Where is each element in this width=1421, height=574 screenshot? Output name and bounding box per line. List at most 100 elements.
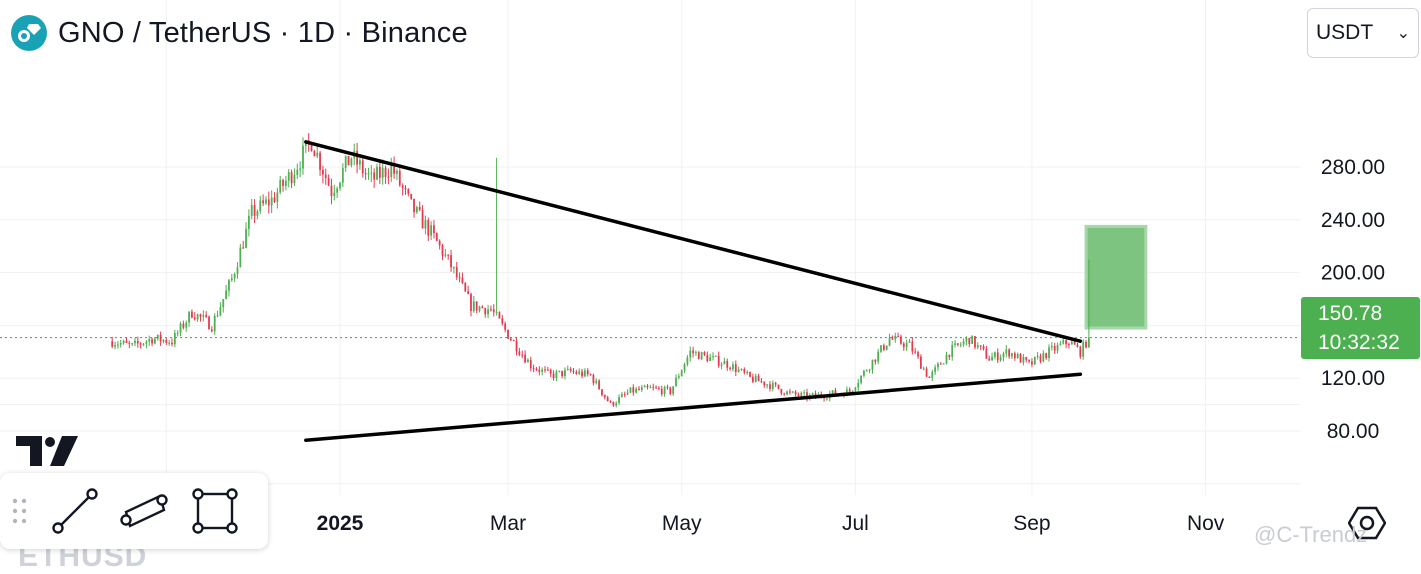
candle bbox=[210, 326, 213, 333]
candle-body bbox=[452, 267, 455, 269]
candle-body bbox=[692, 350, 694, 354]
candle bbox=[313, 150, 316, 157]
time-tick-label: Sep bbox=[1013, 512, 1050, 535]
candle-body bbox=[538, 369, 541, 372]
candle bbox=[552, 370, 555, 381]
candle-body bbox=[270, 197, 273, 206]
candle-body bbox=[880, 345, 882, 352]
candle-body bbox=[518, 351, 521, 355]
candle bbox=[569, 366, 572, 373]
candle bbox=[885, 345, 888, 351]
candle bbox=[396, 168, 398, 180]
candle bbox=[148, 335, 151, 346]
candle-body bbox=[891, 338, 894, 340]
candle-body bbox=[176, 332, 179, 334]
candle bbox=[905, 339, 908, 351]
candle-body bbox=[210, 329, 213, 332]
candle bbox=[424, 215, 427, 235]
candle bbox=[680, 369, 683, 377]
candle-body bbox=[424, 220, 427, 229]
candle-body bbox=[680, 370, 683, 377]
candle bbox=[1076, 342, 1079, 348]
candle-body bbox=[786, 391, 788, 395]
trendlines[interactable] bbox=[304, 140, 1083, 442]
candle-body bbox=[826, 398, 828, 400]
candle-body bbox=[672, 386, 675, 394]
candle bbox=[894, 332, 897, 343]
candle bbox=[766, 383, 769, 389]
candles bbox=[111, 133, 1090, 408]
candle bbox=[322, 165, 324, 184]
price-tick-label: 120.00 bbox=[1321, 367, 1385, 390]
candle-body bbox=[116, 344, 119, 346]
candle-body bbox=[857, 382, 860, 388]
candle bbox=[780, 388, 783, 396]
candle-body bbox=[521, 354, 524, 356]
candle bbox=[461, 272, 464, 285]
candle bbox=[336, 186, 339, 198]
candle-body bbox=[1062, 340, 1065, 344]
candle-body bbox=[247, 215, 250, 229]
candle-body bbox=[549, 369, 552, 374]
candle bbox=[666, 384, 669, 390]
candle-body bbox=[302, 145, 304, 169]
candle-body bbox=[481, 306, 484, 309]
candle-body bbox=[991, 356, 993, 361]
candle bbox=[697, 350, 700, 360]
candle-body bbox=[740, 368, 743, 370]
candle-body bbox=[723, 361, 726, 365]
candle bbox=[606, 395, 609, 402]
candle bbox=[470, 292, 472, 317]
candle bbox=[507, 329, 509, 340]
candle bbox=[535, 367, 538, 371]
candle bbox=[267, 191, 270, 214]
candle-body bbox=[139, 343, 142, 345]
candle-body bbox=[162, 339, 165, 342]
candle-body bbox=[871, 359, 874, 370]
settings-hexagon-icon[interactable] bbox=[1348, 506, 1386, 540]
candle-body bbox=[134, 340, 136, 344]
candle bbox=[1013, 351, 1016, 361]
grip-icon[interactable] bbox=[0, 481, 40, 541]
trendline-resistance bbox=[304, 140, 1083, 343]
candle bbox=[171, 338, 173, 347]
candle bbox=[601, 389, 603, 397]
candle-body bbox=[766, 384, 769, 386]
candle-body bbox=[267, 199, 270, 206]
candle bbox=[427, 217, 430, 242]
candle-body bbox=[344, 156, 347, 169]
candle-body bbox=[566, 368, 569, 370]
candle bbox=[529, 356, 532, 372]
candle-body bbox=[182, 323, 185, 328]
candle bbox=[1031, 358, 1033, 368]
candle-body bbox=[359, 160, 361, 165]
time-axis[interactable]: 2025 Mar May Jul Sep Nov bbox=[317, 512, 1225, 535]
price-tick-label: 80.00 bbox=[1327, 420, 1380, 443]
candle bbox=[119, 339, 122, 348]
candle bbox=[347, 155, 350, 166]
trendline-tool-icon[interactable] bbox=[40, 481, 110, 541]
time-tick-label: Nov bbox=[1187, 512, 1225, 535]
candle-body bbox=[612, 402, 615, 406]
candle bbox=[1059, 340, 1062, 346]
tradingview-logo-icon[interactable] bbox=[16, 436, 78, 466]
candle-body bbox=[1085, 341, 1087, 348]
candle bbox=[612, 401, 615, 407]
candle bbox=[165, 338, 168, 345]
currency-select[interactable]: USDT ⌄ bbox=[1307, 8, 1419, 58]
candle-body bbox=[492, 309, 495, 313]
rectangle-tool-icon[interactable] bbox=[180, 481, 250, 541]
candle bbox=[356, 143, 358, 174]
candle bbox=[626, 389, 629, 396]
candle bbox=[794, 390, 797, 397]
candle-body bbox=[433, 225, 435, 234]
candle bbox=[575, 369, 578, 375]
candle-body bbox=[245, 228, 247, 248]
candle-body bbox=[677, 376, 680, 378]
candle-body bbox=[877, 351, 880, 362]
candle-body bbox=[660, 388, 663, 395]
candle-body bbox=[256, 211, 259, 216]
candle bbox=[364, 168, 367, 180]
channel-tool-icon[interactable] bbox=[110, 481, 180, 541]
